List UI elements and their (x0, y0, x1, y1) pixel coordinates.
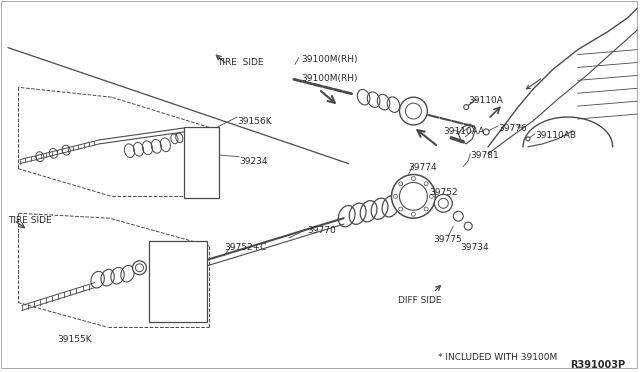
Text: TIRE SIDE: TIRE SIDE (8, 216, 52, 225)
Text: 39781: 39781 (470, 151, 499, 160)
Circle shape (412, 177, 415, 180)
Circle shape (438, 198, 448, 208)
Text: 39110AA: 39110AA (444, 127, 484, 136)
Circle shape (464, 105, 468, 110)
Text: R391003P: R391003P (570, 360, 625, 370)
Text: TIRE  SIDE: TIRE SIDE (217, 58, 264, 67)
Text: DIFF SIDE: DIFF SIDE (399, 295, 442, 305)
Text: 39752+C: 39752+C (224, 243, 266, 252)
Circle shape (136, 264, 143, 272)
Circle shape (406, 103, 421, 119)
Text: 39100M(RH): 39100M(RH) (301, 74, 357, 83)
Text: 39100M(RH): 39100M(RH) (301, 55, 357, 64)
Circle shape (132, 261, 147, 275)
Text: 39110AB: 39110AB (535, 131, 576, 140)
Circle shape (483, 129, 489, 135)
Text: 39156K: 39156K (237, 117, 272, 126)
Circle shape (424, 182, 428, 186)
Text: 39110A: 39110A (468, 96, 503, 105)
Circle shape (526, 137, 530, 141)
Bar (184, 127, 219, 198)
Circle shape (392, 174, 435, 218)
Text: * INCLUDED WITH 39100M: * INCLUDED WITH 39100M (438, 353, 557, 362)
Circle shape (453, 211, 463, 221)
Text: 39776: 39776 (498, 124, 527, 133)
Text: *: * (517, 124, 522, 134)
Circle shape (424, 207, 428, 211)
Text: 39234: 39234 (239, 157, 268, 166)
Circle shape (464, 222, 472, 230)
Text: 39155K: 39155K (58, 335, 92, 344)
Circle shape (394, 195, 397, 198)
Circle shape (435, 195, 452, 212)
Bar (149, 241, 207, 322)
Text: 39770: 39770 (307, 226, 335, 235)
Text: 39734: 39734 (460, 243, 489, 252)
Circle shape (399, 183, 428, 210)
Circle shape (429, 195, 433, 198)
Circle shape (399, 97, 428, 125)
Text: 39775: 39775 (433, 235, 462, 244)
Circle shape (412, 212, 415, 216)
Text: 39774: 39774 (408, 163, 437, 171)
Text: 39752: 39752 (429, 189, 458, 198)
Circle shape (399, 182, 403, 186)
Circle shape (399, 207, 403, 211)
